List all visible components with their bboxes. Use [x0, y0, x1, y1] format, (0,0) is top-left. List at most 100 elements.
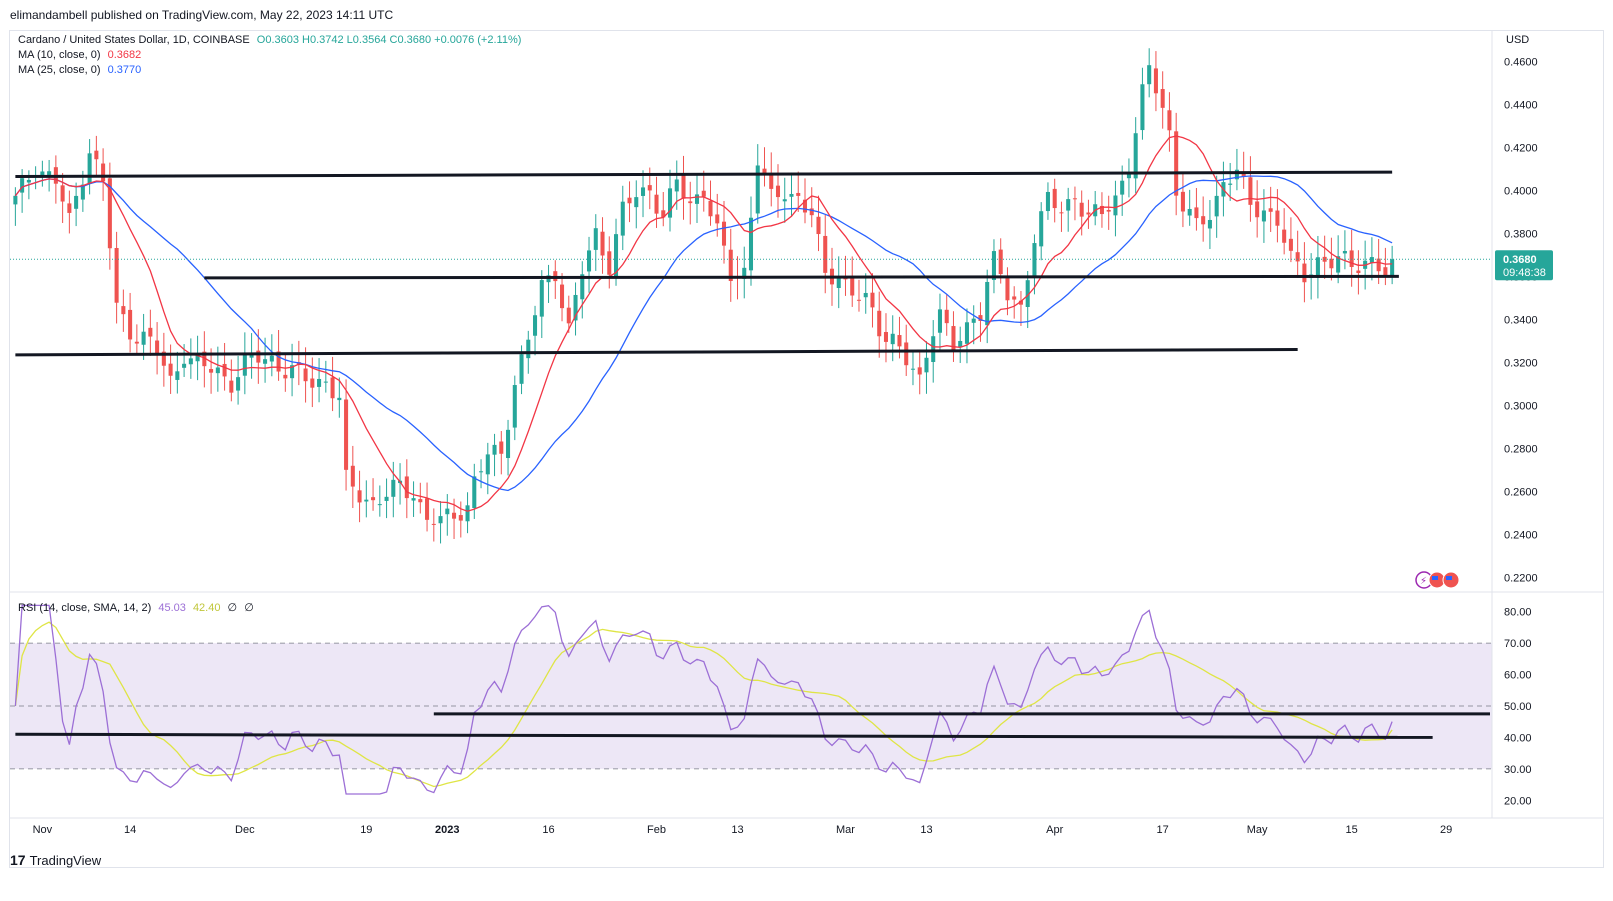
- candle: [883, 313, 889, 363]
- candle-body: [1174, 131, 1179, 196]
- price-tick-label: 0.2800: [1504, 443, 1538, 455]
- candle-body: [465, 505, 470, 522]
- candle: [587, 236, 592, 293]
- candle-body: [1302, 263, 1307, 283]
- candle: [479, 459, 484, 489]
- candle-body: [1268, 208, 1273, 212]
- candle-body: [1261, 210, 1266, 222]
- candle-body: [1120, 180, 1125, 195]
- candle-body: [404, 476, 409, 499]
- candle-body: [661, 210, 666, 218]
- price-tick-label: 0.4200: [1504, 142, 1538, 154]
- candle: [425, 482, 430, 532]
- candle: [593, 214, 598, 271]
- candle: [789, 172, 794, 217]
- price-tick-label: 0.2600: [1504, 486, 1538, 498]
- flag-badges[interactable]: ⚡: [1415, 571, 1460, 589]
- candle: [114, 231, 119, 324]
- candle: [755, 144, 760, 224]
- candle: [1086, 199, 1091, 229]
- candle-body: [755, 165, 760, 214]
- candle-body: [452, 512, 457, 519]
- trend-lines[interactable]: [15, 170, 1490, 739]
- rsi-trend-line-2[interactable]: [15, 732, 1433, 739]
- tradingview-logo-icon[interactable]: 17: [10, 852, 26, 868]
- candle-body: [890, 333, 895, 345]
- candle-body: [337, 397, 342, 401]
- candle: [1228, 162, 1233, 201]
- time-axis[interactable]: Nov 14 Dec 19 2023 16 Feb 13 Mar 13 Apr 17 May 15 29: [33, 824, 1453, 836]
- candle: [985, 269, 990, 344]
- candle: [1012, 286, 1017, 319]
- candle-body: [701, 190, 706, 197]
- candle: [1140, 67, 1145, 140]
- candle-body: [573, 294, 578, 321]
- ohlc-values: O0.3603 H0.3742 L0.3564 C0.3680 +0.0076 …: [256, 34, 522, 46]
- candle-body: [1140, 84, 1145, 131]
- candle: [890, 315, 895, 362]
- candle: [60, 173, 65, 224]
- candle-body: [560, 284, 565, 309]
- tradingview-brand[interactable]: TradingView: [29, 852, 102, 868]
- candle: [796, 171, 801, 212]
- candle-body: [303, 368, 308, 382]
- candle: [1093, 190, 1098, 226]
- candle-body: [1106, 209, 1111, 212]
- candle: [1234, 148, 1239, 191]
- candle: [13, 187, 18, 226]
- candle: [1187, 189, 1192, 226]
- candle-body: [1383, 267, 1388, 276]
- candle: [937, 293, 942, 351]
- candle: [141, 313, 146, 360]
- candle: [492, 433, 497, 477]
- time-tick-label: 19: [360, 824, 372, 836]
- ma25-line: [14, 175, 1393, 492]
- rsi-tick-label: 30.00: [1504, 764, 1532, 776]
- candle-body: [1086, 212, 1091, 215]
- candle: [1315, 235, 1320, 299]
- time-tick-label: Mar: [836, 824, 855, 836]
- price-trend-line-1[interactable]: [15, 170, 1393, 178]
- candle-body: [128, 309, 133, 340]
- candle-body: [580, 274, 585, 300]
- candle-body: [1282, 229, 1287, 243]
- price-trend-line-2[interactable]: [204, 274, 1399, 280]
- candle-body: [1180, 191, 1185, 212]
- rsi-axis[interactable]: 20.00 30.00 40.00 50.00 60.00 70.00 80.00: [1504, 607, 1532, 808]
- candle: [148, 309, 153, 356]
- candle: [337, 377, 342, 418]
- candle: [1072, 186, 1077, 221]
- candle-body: [269, 355, 274, 362]
- candle: [694, 174, 700, 223]
- candle: [566, 295, 571, 333]
- candle-body: [931, 336, 936, 362]
- candle: [1241, 151, 1246, 189]
- candle: [701, 170, 706, 212]
- time-tick-label: May: [1247, 824, 1268, 836]
- candle-body: [688, 201, 693, 204]
- candle-body: [904, 342, 909, 366]
- candle-body: [1072, 198, 1077, 200]
- candle-body: [917, 367, 922, 375]
- candle: [924, 341, 929, 394]
- candle-body: [1147, 65, 1152, 85]
- candle-body: [317, 378, 322, 387]
- candle: [101, 148, 106, 201]
- candle: [344, 379, 349, 491]
- candle: [600, 217, 605, 274]
- candle-body: [526, 339, 531, 359]
- candle: [290, 343, 295, 397]
- candle-body: [1099, 205, 1104, 215]
- rsi-guides: [10, 642, 1492, 770]
- price-trend-line-3[interactable]: [15, 347, 1298, 357]
- candle: [249, 333, 254, 379]
- price-axis[interactable]: 0.2200 0.2400 0.2600 0.2800 0.3000 0.3200 0.34…: [1504, 56, 1538, 584]
- candle-body: [256, 350, 261, 363]
- candle-body: [94, 150, 99, 160]
- candle: [445, 494, 450, 536]
- candle-body: [742, 267, 747, 279]
- candle: [870, 273, 875, 328]
- candle: [809, 187, 814, 228]
- candle-body: [87, 153, 92, 184]
